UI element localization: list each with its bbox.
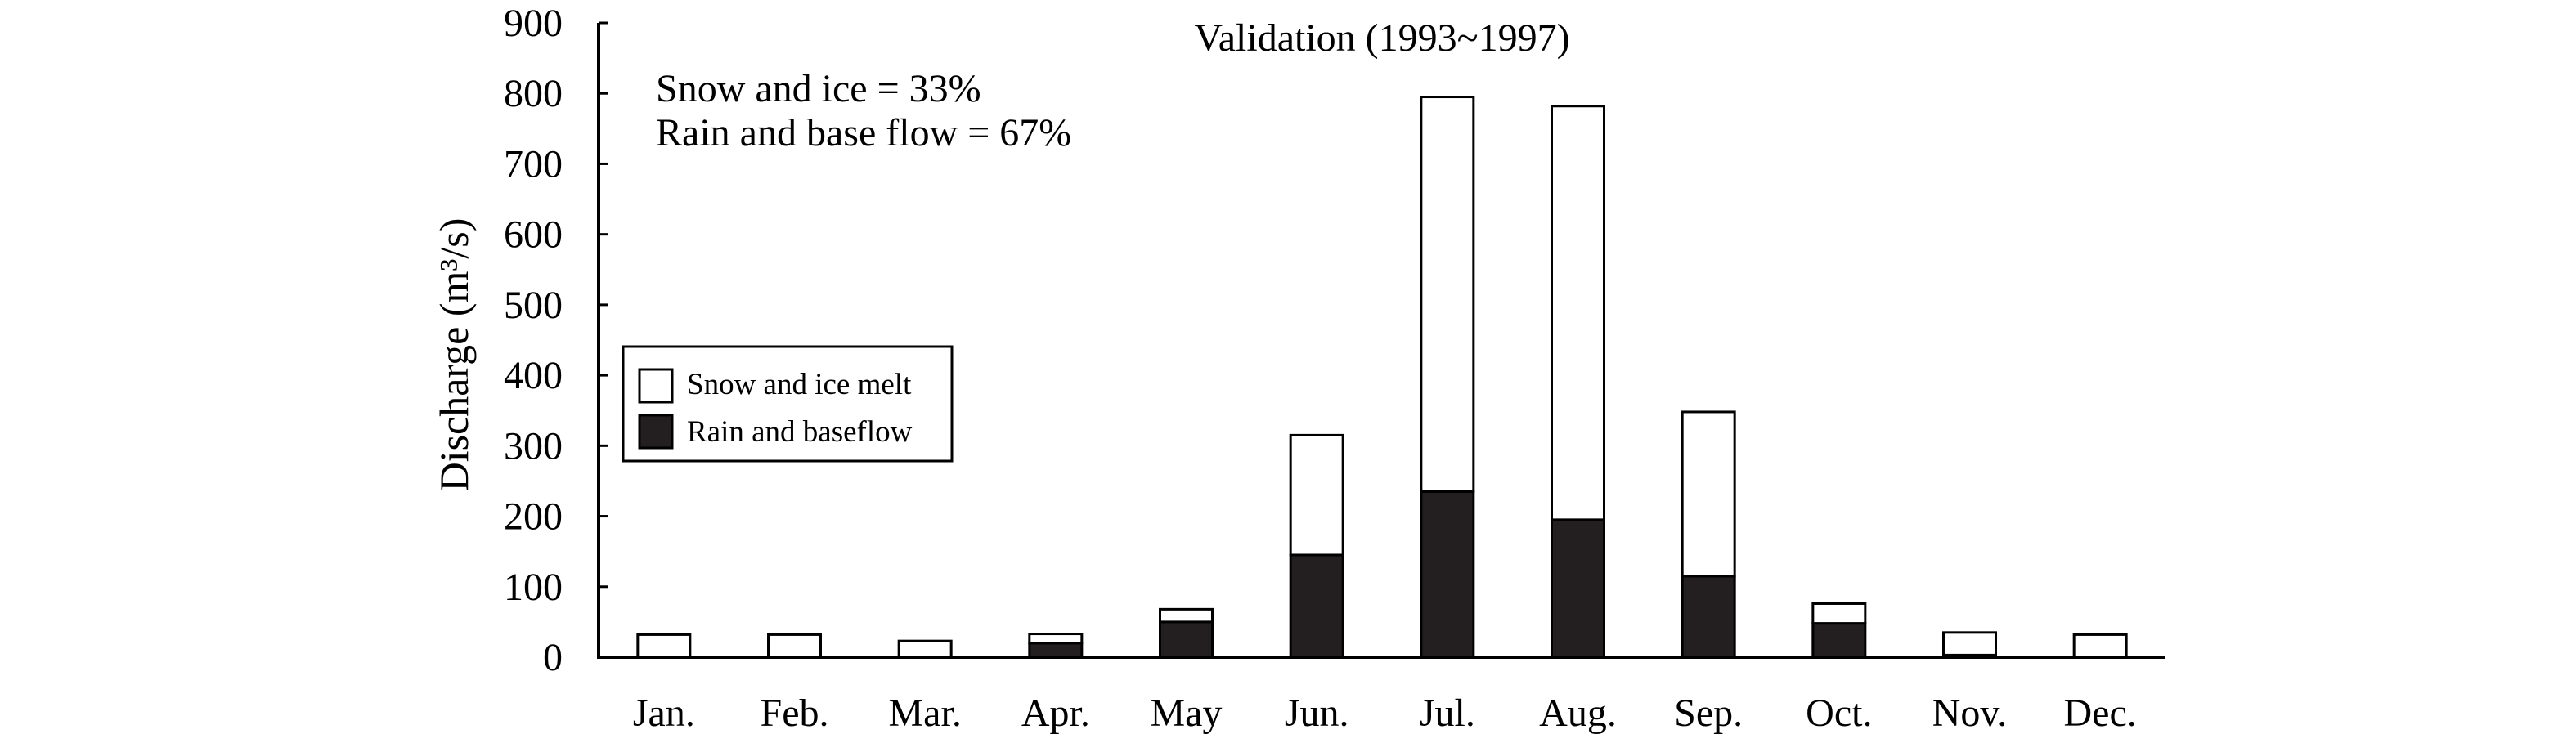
legend-label-rain-baseflow: Rain and baseflow [687,415,913,449]
x-tick-label-apr: Apr. [1021,692,1090,735]
bar-rain-baseflow-oct [1811,622,1867,659]
bar-rain-baseflow-may [1159,620,1214,659]
bar-snow-ice-melt-oct [1811,602,1867,625]
x-tick-label-jun: Jun. [1285,692,1349,735]
x-tick-label-mar: Mar. [889,692,962,735]
x-tick-label-may: May [1151,692,1223,735]
x-tick-label-oct: Oct. [1806,692,1872,735]
bar-snow-ice-melt-apr [1028,633,1084,645]
y-tick-label: 0 [543,636,563,679]
y-tick-label: 300 [504,424,563,468]
y-tick-label: 400 [504,354,563,397]
annotation-snow-ice: Snow and ice = 33% [656,67,981,110]
legend-swatch-rain-baseflow [638,414,674,450]
x-tick-label-aug: Aug. [1539,692,1617,735]
y-tick-label: 700 [504,142,563,186]
y-tick-label: 500 [504,284,563,327]
legend: Snow and ice melt Rain and baseflow [622,345,954,463]
y-axis-ticks: 0 100 200 300 400 500 600 700 800 900 [504,2,608,679]
annotation-rain-base: Rain and base flow = 67% [656,111,1071,154]
bar-snow-ice-melt-mar [897,639,953,659]
x-tick-label-jan: Jan. [633,692,695,735]
y-tick-label: 100 [504,566,563,609]
x-tick-label-jul: Jul. [1420,692,1475,735]
legend-label-snow-ice-melt: Snow and ice melt [687,368,912,401]
bar-rain-baseflow-aug [1551,518,1605,659]
legend-frame [622,345,954,463]
bar-snow-ice-melt-feb [767,633,822,659]
bar-snow-ice-melt-jun [1289,433,1344,557]
bar-snow-ice-melt-dec [2072,633,2128,659]
x-tick-label-sep: Sep. [1674,692,1743,735]
y-tick-label: 800 [504,72,563,115]
bar-rain-baseflow-sep [1681,575,1736,659]
y-tick-label: 200 [504,495,563,539]
bar-snow-ice-melt-sep [1681,410,1736,578]
chart-title: Validation (1993~1997) [1194,16,1569,60]
x-tick-label-dec: Dec. [2064,692,2137,735]
bar-rain-baseflow-jul [1420,490,1475,659]
bar-snow-ice-melt-jan [636,633,692,659]
x-axis-labels: Jan. Feb. Mar. Apr. May Jun. Jul. Aug. Sep. Oct. N… [633,692,2137,735]
bar-snow-ice-melt-aug [1551,105,1605,521]
bar-rain-baseflow-jun [1289,553,1344,659]
y-tick-label: 600 [504,213,563,257]
bars-layer [636,96,2128,659]
bar-snow-ice-melt-nov [1942,631,1997,656]
legend-swatch-snow-ice-melt [638,368,674,404]
y-tick-label: 900 [504,2,563,45]
bar-rain-baseflow-apr [1028,642,1084,659]
x-tick-label-nov: Nov. [1932,692,2008,735]
bar-snow-ice-melt-jul [1420,96,1475,493]
y-axis-label: Discharge (m³/s) [431,218,477,492]
x-tick-label-feb: Feb. [761,692,829,735]
bar-snow-ice-melt-may [1159,607,1214,624]
